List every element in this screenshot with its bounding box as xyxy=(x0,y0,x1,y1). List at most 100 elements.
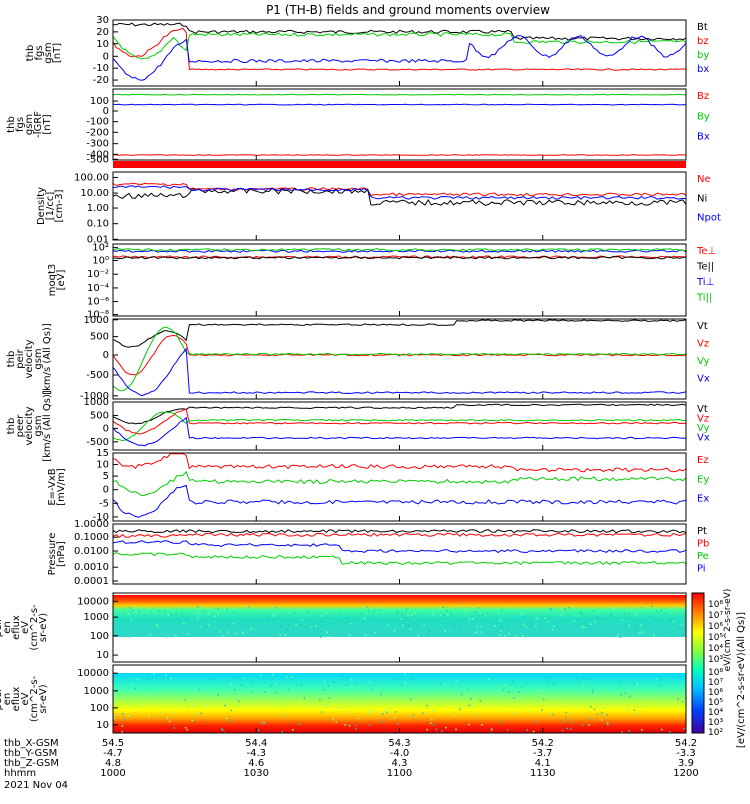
spectrogram-pixel xyxy=(568,607,570,609)
spectrogram-pixel xyxy=(581,685,583,687)
legend-Bt: Bt xyxy=(697,22,708,33)
y-tick-label: 10.00 xyxy=(80,188,109,199)
panel-frame xyxy=(112,88,687,161)
y-tick-label: 10² xyxy=(92,243,109,254)
spectrogram-pixel xyxy=(175,613,177,616)
spectrogram-pixel xyxy=(547,681,550,683)
spectrogram-pixel xyxy=(321,615,323,617)
spectrogram-pixel xyxy=(247,605,250,608)
spectrogram-pixel xyxy=(127,636,130,639)
spectrogram-pixel xyxy=(151,634,153,637)
y-tick-label: -100 xyxy=(86,117,109,128)
spectrogram-pixel xyxy=(206,703,209,706)
y-axis-label: [cm-3] xyxy=(54,189,65,222)
spectrogram-pixel xyxy=(313,633,315,636)
spectrogram-pixel xyxy=(521,686,523,688)
y-tick-label: 10⁻⁴ xyxy=(87,283,109,294)
series-Vz-line xyxy=(112,408,687,435)
spectrogram-pixel xyxy=(601,719,603,721)
spectrogram-pixel xyxy=(147,607,150,610)
spectrogram-pixel xyxy=(166,717,169,719)
spectrogram-pixel xyxy=(468,723,470,726)
spectrogram-pixel xyxy=(494,625,496,627)
spectrogram-pixel xyxy=(441,730,443,732)
spectrogram-pixel xyxy=(630,610,633,612)
footer-value: 54.5 xyxy=(102,738,124,749)
spectrogram-pixel xyxy=(406,617,408,619)
y-tick-label: -300 xyxy=(86,139,109,150)
spectrogram-pixel xyxy=(459,707,462,710)
spectrogram-pixel xyxy=(164,610,166,613)
spectrogram-pixel xyxy=(513,697,515,699)
spectrogram-pixel xyxy=(551,607,553,610)
spectrogram-pixel xyxy=(683,728,685,730)
legend-Te⊥: Te⊥ xyxy=(696,246,716,257)
spectrogram-pixel xyxy=(314,628,316,630)
spectrogram-pixel xyxy=(521,621,523,623)
spectrogram-pixel xyxy=(655,678,658,680)
spectrogram-pixel xyxy=(546,621,549,623)
spectrogram-pixel xyxy=(265,698,267,700)
spectrogram-pixel xyxy=(145,612,148,615)
spectrogram-pixel xyxy=(293,612,295,614)
footer-value: 54.3 xyxy=(388,738,410,749)
spectrogram-pixel xyxy=(553,691,556,693)
spectrogram-pixel xyxy=(621,731,623,733)
spectrogram-pixel xyxy=(606,722,609,724)
spectrogram-pixel xyxy=(321,711,323,713)
legend-Vy: Vy xyxy=(697,356,710,367)
legend-Vx: Vx xyxy=(697,374,710,385)
spectrogram-pixel xyxy=(521,613,523,615)
colorbar-tick: 10⁷ xyxy=(708,678,723,688)
spectrogram-pixel xyxy=(551,713,554,716)
spectrogram-pixel xyxy=(115,634,117,636)
series-Vx-line xyxy=(112,416,687,447)
spectrogram-pixel xyxy=(590,623,592,625)
y-tick-label: 10⁻⁶ xyxy=(87,297,109,308)
spectrogram-pixel xyxy=(288,689,290,691)
spectrogram-pixel xyxy=(325,704,328,706)
spectrogram-pixel xyxy=(484,614,487,616)
spectrogram-pixel xyxy=(606,618,608,620)
y-axis-label: gsm xyxy=(43,42,54,63)
spectrogram-pixel xyxy=(535,617,537,620)
spectrogram-pixel xyxy=(298,723,300,725)
spectrogram-pixel xyxy=(593,708,596,711)
y-tick-label: 20 xyxy=(96,27,109,38)
spectrogram-pixel xyxy=(267,618,270,620)
spectrogram-pixel xyxy=(426,728,428,731)
spectrogram-pixel xyxy=(641,729,643,731)
spectrogram-pixel xyxy=(636,683,638,686)
spectrogram-pixel xyxy=(499,619,502,622)
spectrogram-pixel xyxy=(407,614,409,617)
spectrogram-pixel xyxy=(379,693,382,696)
spectrogram-pixel xyxy=(479,700,482,702)
spectrogram-pixel xyxy=(504,684,506,687)
spectrogram-pixel xyxy=(377,711,379,713)
y-axis-label: [mV/m] xyxy=(56,468,67,506)
spectrogram-pixel xyxy=(602,707,604,709)
spectrogram-pixel xyxy=(382,713,384,715)
footer-row-label: thb_Z-GSM xyxy=(4,758,59,769)
spectrogram-pixel xyxy=(317,623,319,625)
spectrogram-pixel xyxy=(565,718,568,720)
colorbar-tick: 10³ xyxy=(708,655,723,665)
series-Bz-line xyxy=(112,154,687,156)
spectrogram-pixel xyxy=(373,610,375,612)
legend-Vz: Vz xyxy=(697,339,709,350)
spectrogram-pixel xyxy=(327,685,330,687)
footer-value: 4.3 xyxy=(392,758,408,769)
spectrogram-pixel xyxy=(480,626,483,628)
separator-bar xyxy=(113,161,686,168)
y-axis-label: sr-eV) xyxy=(38,684,49,713)
legend-Bz: Bz xyxy=(697,91,709,102)
spectrogram-pixel xyxy=(481,724,483,726)
y-axis-label: gsm xyxy=(24,114,35,135)
spectrogram-pixel xyxy=(272,673,274,676)
series-Ex-line xyxy=(112,484,687,518)
spectrogram-pixel xyxy=(353,632,355,635)
spectrogram-pixel xyxy=(150,693,153,696)
spectrogram-pixel xyxy=(426,704,428,707)
spectrogram-pixel xyxy=(137,678,139,680)
spectrogram-pixel xyxy=(677,698,679,700)
